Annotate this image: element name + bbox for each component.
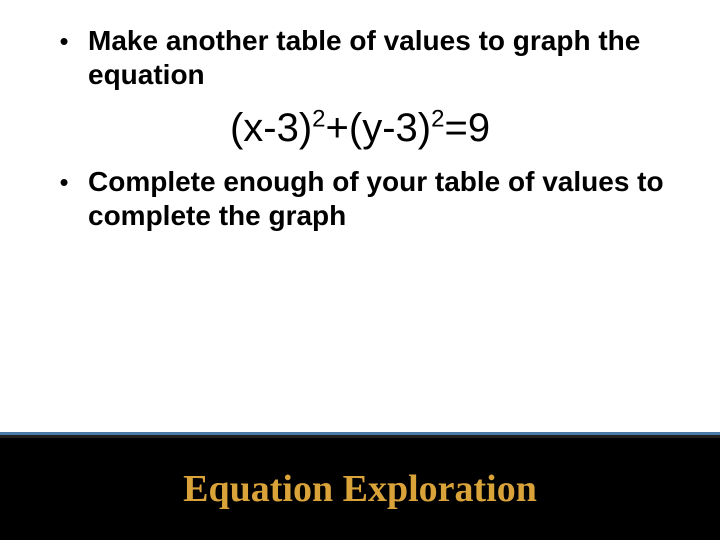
bullet-item: • Make another table of values to graph … [40, 24, 680, 92]
footer-band: Equation Exploration [0, 438, 720, 540]
equation: (x-3)2+(y-3)2=9 [230, 106, 490, 151]
bullet-marker: • [40, 24, 88, 58]
bullet-text: Complete enough of your table of values … [88, 165, 680, 233]
footer-title: Equation Exploration [183, 467, 537, 511]
equation-exponent: 2 [431, 106, 444, 133]
equation-part: =9 [444, 106, 490, 150]
slide-footer: Equation Exploration [0, 432, 720, 540]
equation-container: (x-3)2+(y-3)2=9 [40, 106, 680, 151]
bullet-marker: • [40, 165, 88, 199]
slide: • Make another table of values to graph … [0, 0, 720, 540]
equation-exponent: 2 [312, 106, 325, 133]
equation-part: +(y-3) [326, 106, 432, 150]
bullet-item: • Complete enough of your table of value… [40, 165, 680, 233]
equation-part: (x-3) [230, 106, 312, 150]
slide-content: • Make another table of values to graph … [0, 0, 720, 233]
bullet-text: Make another table of values to graph th… [88, 24, 680, 92]
